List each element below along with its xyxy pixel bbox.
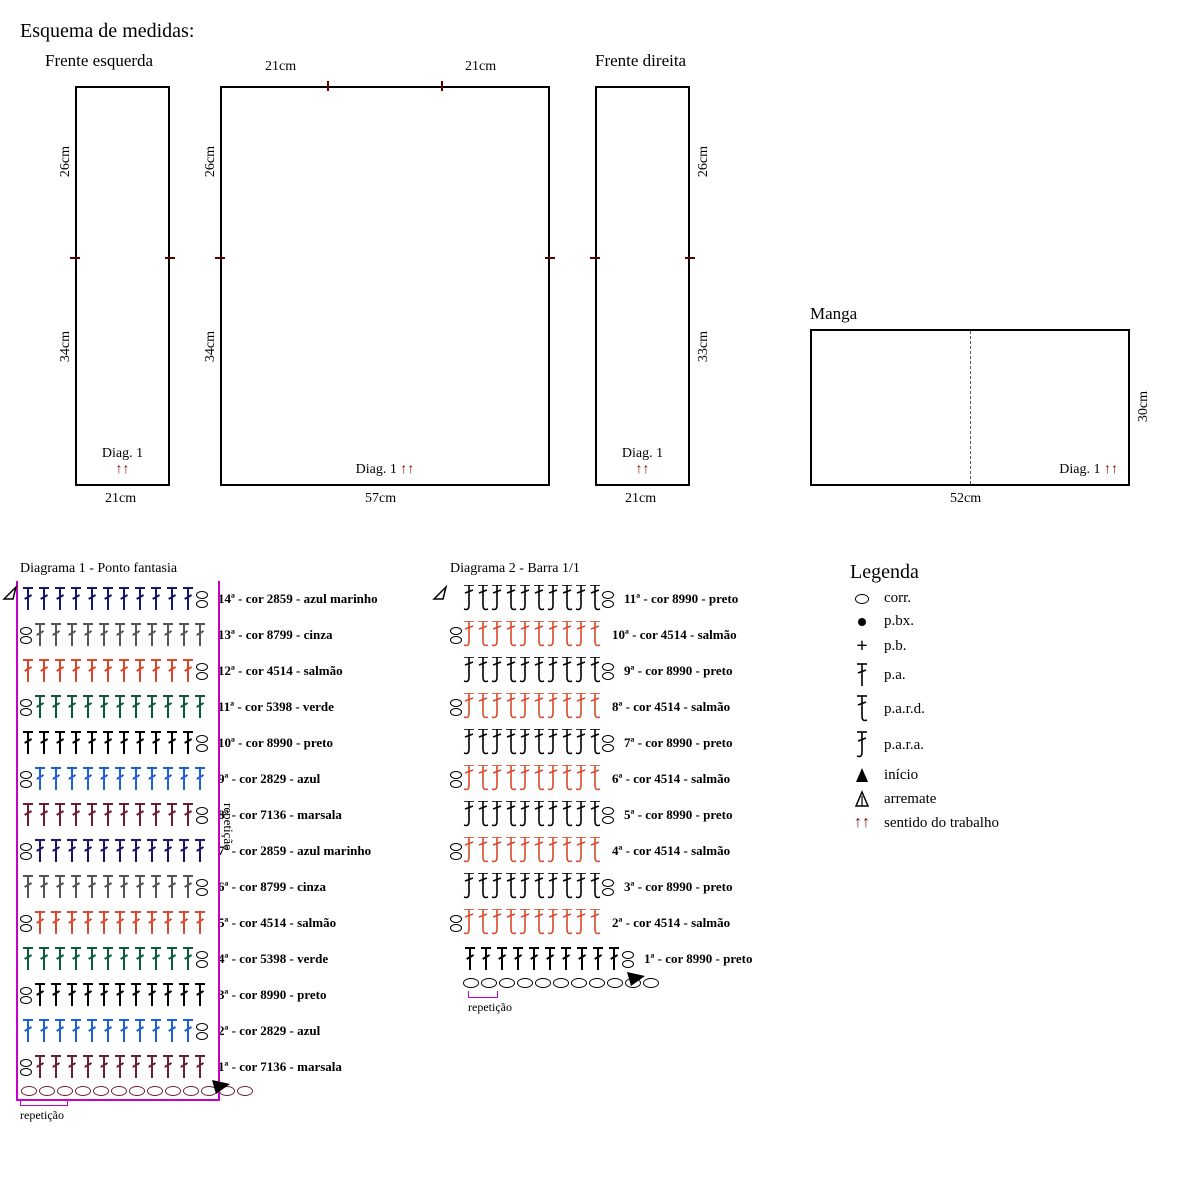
d1-row: 14ª - cor 2859 - azul marinho: [20, 581, 420, 617]
d1-row: 6ª - cor 8799 - cinza: [20, 869, 420, 905]
schematic-area: Frente esquerda Diag. 1 ↑↑ 26cm 34cm 21c…: [20, 51, 1180, 531]
dim-fe-w: 21cm: [105, 491, 136, 507]
d1-row: 12ª - cor 4514 - salmão: [20, 653, 420, 689]
dim-fd-lower: 33cm: [696, 331, 712, 362]
d2-row: 11ª - cor 8990 - preto: [450, 581, 820, 617]
legend-row: arremate: [850, 790, 999, 808]
diagram1: Diagrama 1 - Ponto fantasia repetição 14…: [20, 561, 420, 1123]
dim-fd-w: 21cm: [625, 491, 656, 507]
diag-fe: Diag. 1 ↑↑: [100, 446, 146, 478]
tick-c-t2: [441, 81, 443, 91]
legend-row: corr.: [850, 590, 999, 607]
diag-fd: Diag. 1 ↑↑: [620, 446, 666, 478]
legend-row: p.bx.: [850, 613, 999, 630]
d1-side-label: repetição: [220, 803, 236, 851]
label-manga: Manga: [810, 304, 857, 324]
tick-c-t1: [327, 81, 329, 91]
d1-row: 3ª - cor 8990 - preto: [20, 977, 420, 1013]
d2-row: 5ª - cor 8990 - preto: [450, 797, 820, 833]
label-fe: Frente esquerda: [45, 51, 153, 71]
d2-title: Diagrama 2 - Barra 1/1: [450, 561, 820, 577]
dim-c-w: 57cm: [365, 491, 396, 507]
d1-row: 10ª - cor 8990 - preto: [20, 725, 420, 761]
legend-row: ↑↑sentido do trabalho: [850, 814, 999, 832]
d1-rep-label: repetição: [20, 1108, 68, 1123]
diagram2: Diagrama 2 - Barra 1/1 11ª - cor 8990 - …: [450, 561, 820, 1015]
dim-m-h: 30cm: [1136, 391, 1152, 422]
d2-row: 8ª - cor 4514 - salmão: [450, 689, 820, 725]
label-fd: Frente direita: [595, 51, 686, 71]
d2-row: 6ª - cor 4514 - salmão: [450, 761, 820, 797]
d1-row: 9ª - cor 2829 - azul: [20, 761, 420, 797]
d1-row: 2ª - cor 2829 - azul: [20, 1013, 420, 1049]
d2-row: 4ª - cor 4514 - salmão: [450, 833, 820, 869]
tick-c-l: [215, 257, 225, 259]
d1-row: 4ª - cor 5398 - verde: [20, 941, 420, 977]
tick-fe-l: [70, 257, 80, 259]
d2-row: 9ª - cor 8990 - preto: [450, 653, 820, 689]
dim-m-w: 52cm: [950, 491, 981, 507]
d2-row: 10ª - cor 4514 - salmão: [450, 617, 820, 653]
diag-manga: Diag. 1 ↑↑: [1059, 462, 1118, 478]
legend-row: início: [850, 766, 999, 784]
d1-row: 11ª - cor 5398 - verde: [20, 689, 420, 725]
tick-c-r: [545, 257, 555, 259]
manga-divider: [970, 331, 971, 484]
d2-chart: 11ª - cor 8990 - preto10ª - cor 4514 - s…: [450, 581, 820, 977]
d2-row: 7ª - cor 8990 - preto: [450, 725, 820, 761]
legend: Legenda corr. p.bx. +p.b. p.a. p.a.r.d. p.a.r…: [850, 561, 999, 838]
panel-costas: Diag. 1 ↑↑: [220, 86, 550, 486]
panel-fe: Diag. 1 ↑↑: [75, 86, 170, 486]
dim-c-tr: 21cm: [465, 59, 496, 75]
legend-title: Legenda: [850, 561, 999, 584]
panel-manga: Diag. 1 ↑↑: [810, 329, 1130, 486]
tick-fe-r: [165, 257, 175, 259]
d2-row: 3ª - cor 8990 - preto: [450, 869, 820, 905]
d1-row: 5ª - cor 4514 - salmão: [20, 905, 420, 941]
d2-rep-label: repetição: [468, 1000, 498, 1015]
diagrams-area: Diagrama 1 - Ponto fantasia repetição 14…: [20, 561, 1180, 1123]
legend-row: p.a.r.d.: [850, 694, 999, 724]
d2-rep-bracket: [468, 991, 498, 998]
panel-fd: Diag. 1 ↑↑: [595, 86, 690, 486]
d1-row: 13ª - cor 8799 - cinza: [20, 617, 420, 653]
dim-fd-upper: 26cm: [696, 146, 712, 177]
d1-rep-bracket: [20, 1099, 68, 1106]
diag-c: Diag. 1 ↑↑: [356, 462, 415, 478]
tick-fd-r: [685, 257, 695, 259]
dim-fe-upper: 26cm: [58, 146, 74, 177]
d1-title: Diagrama 1 - Ponto fantasia: [20, 561, 420, 577]
dim-c-tl: 21cm: [265, 59, 296, 75]
tick-fd-l: [590, 257, 600, 259]
schematic-title: Esquema de medidas:: [20, 20, 1180, 43]
legend-row: p.a.r.a.: [850, 730, 999, 760]
dim-c-upper: 26cm: [203, 146, 219, 177]
legend-row: +p.b.: [850, 636, 999, 656]
dim-c-lower: 34cm: [203, 331, 219, 362]
d1-chart: repetição 14ª - cor 2859 - azul marinho1…: [20, 581, 420, 1085]
legend-row: p.a.: [850, 662, 999, 688]
d2-row: 2ª - cor 4514 - salmão: [450, 905, 820, 941]
dim-fe-lower: 34cm: [58, 331, 74, 362]
